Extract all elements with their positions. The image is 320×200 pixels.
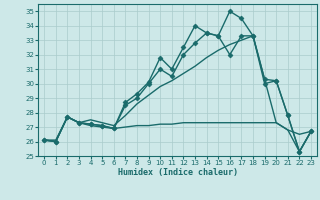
X-axis label: Humidex (Indice chaleur): Humidex (Indice chaleur)	[118, 168, 238, 177]
